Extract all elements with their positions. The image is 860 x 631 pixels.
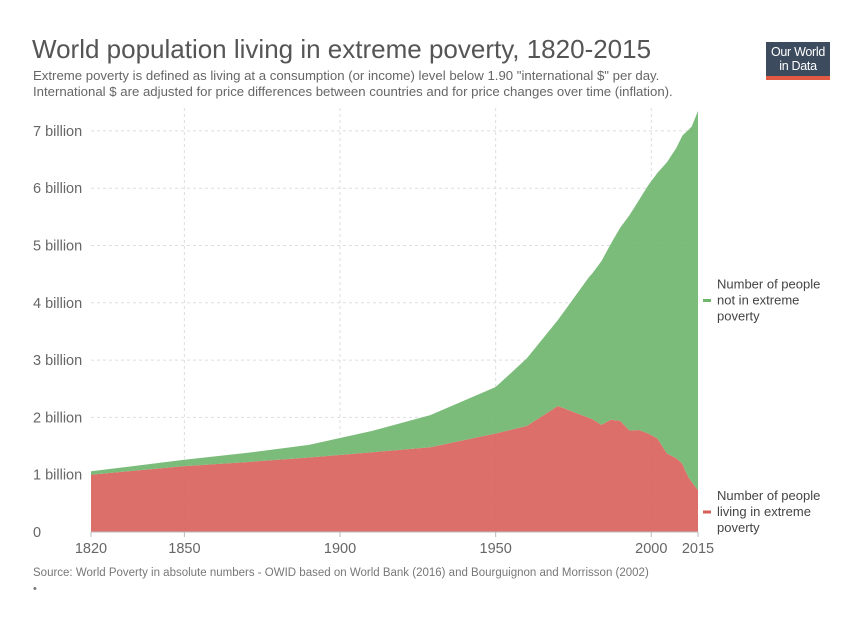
x-tick-label: 2015: [682, 541, 714, 557]
legend-label: poverty: [717, 309, 760, 324]
logo-line-2: in Data: [779, 59, 817, 73]
x-tick-label: 1820: [75, 541, 107, 557]
source-mark: •: [33, 583, 37, 595]
legend-label: Number of people: [717, 488, 820, 503]
owid-logo[interactable]: Our World in Data: [766, 42, 830, 80]
source-note: Source: World Poverty in absolute number…: [33, 567, 649, 579]
x-tick-label: 2000: [635, 541, 667, 557]
x-tick-label: 1900: [324, 541, 356, 557]
legend-label: not in extreme: [717, 293, 799, 308]
chart-title: World population living in extreme pover…: [32, 34, 652, 64]
chart-subtitle: Extreme poverty is defined as living at …: [33, 68, 673, 100]
area-layer: [91, 110, 698, 532]
y-tick-label: 0: [33, 525, 41, 541]
logo-accent-bar: [766, 76, 830, 80]
y-tick-label: 5 billion: [33, 239, 82, 255]
x-tick-label: 1850: [168, 541, 200, 557]
axis-layer: 0 1 billion 2 billion 3 billion 4 billion 5 b…: [33, 124, 714, 557]
subtitle-line-1: Extreme poverty is defined as living at …: [33, 68, 660, 83]
y-tick-label: 6 billion: [33, 181, 82, 197]
y-tick-label: 4 billion: [33, 296, 82, 312]
y-tick-label: 7 billion: [33, 124, 82, 140]
legend-label: Number of people: [717, 277, 820, 292]
subtitle-line-2: International $ are adjusted for price d…: [33, 84, 673, 99]
legend-label: poverty: [717, 520, 760, 535]
legend-label: living in extreme: [717, 504, 811, 519]
logo-line-1: Our World: [770, 45, 826, 59]
y-tick-label: 2 billion: [33, 410, 82, 426]
y-tick-label: 3 billion: [33, 353, 82, 369]
area-series-2: [91, 110, 698, 491]
area-series-1: [91, 405, 698, 532]
x-tick-label: 1950: [480, 541, 512, 557]
y-tick-label: 1 billion: [33, 468, 82, 484]
